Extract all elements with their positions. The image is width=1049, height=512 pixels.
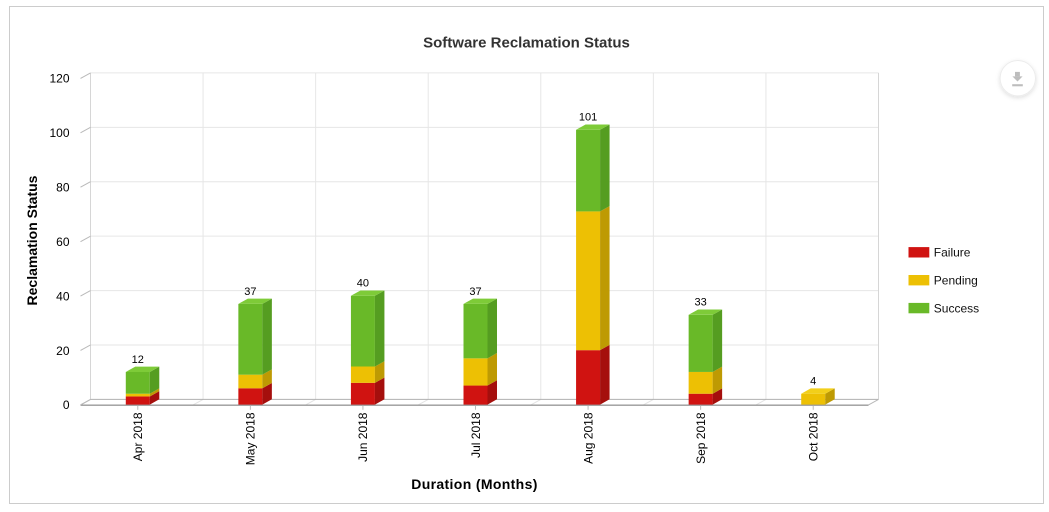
svg-text:101: 101 (579, 112, 597, 124)
svg-text:12: 12 (132, 354, 144, 366)
svg-text:37: 37 (244, 286, 256, 298)
svg-text:Apr 2018: Apr 2018 (131, 412, 145, 461)
svg-text:Software Reclamation Status: Software Reclamation Status (423, 35, 630, 52)
svg-text:Aug 2018: Aug 2018 (581, 412, 595, 464)
svg-text:33: 33 (695, 297, 707, 309)
svg-text:40: 40 (56, 289, 70, 303)
svg-text:40: 40 (357, 278, 369, 290)
svg-text:Jul 2018: Jul 2018 (469, 412, 483, 458)
svg-text:Jun 2018: Jun 2018 (356, 412, 370, 462)
svg-text:Pending: Pending (934, 274, 978, 288)
svg-text:Duration (Months): Duration (Months) (411, 476, 537, 492)
svg-text:Success: Success (934, 301, 979, 315)
svg-text:Oct 2018: Oct 2018 (807, 412, 821, 461)
svg-text:Reclamation Status: Reclamation Status (24, 175, 40, 305)
svg-text:37: 37 (469, 286, 481, 298)
svg-text:May 2018: May 2018 (244, 412, 258, 465)
svg-text:4: 4 (810, 376, 816, 388)
svg-text:0: 0 (63, 398, 70, 412)
svg-text:80: 80 (56, 181, 70, 195)
svg-text:60: 60 (56, 235, 70, 249)
svg-text:Failure: Failure (934, 246, 971, 260)
svg-text:120: 120 (49, 72, 69, 86)
svg-text:20: 20 (56, 344, 70, 358)
svg-text:100: 100 (49, 126, 69, 140)
svg-text:Sep 2018: Sep 2018 (694, 412, 708, 464)
